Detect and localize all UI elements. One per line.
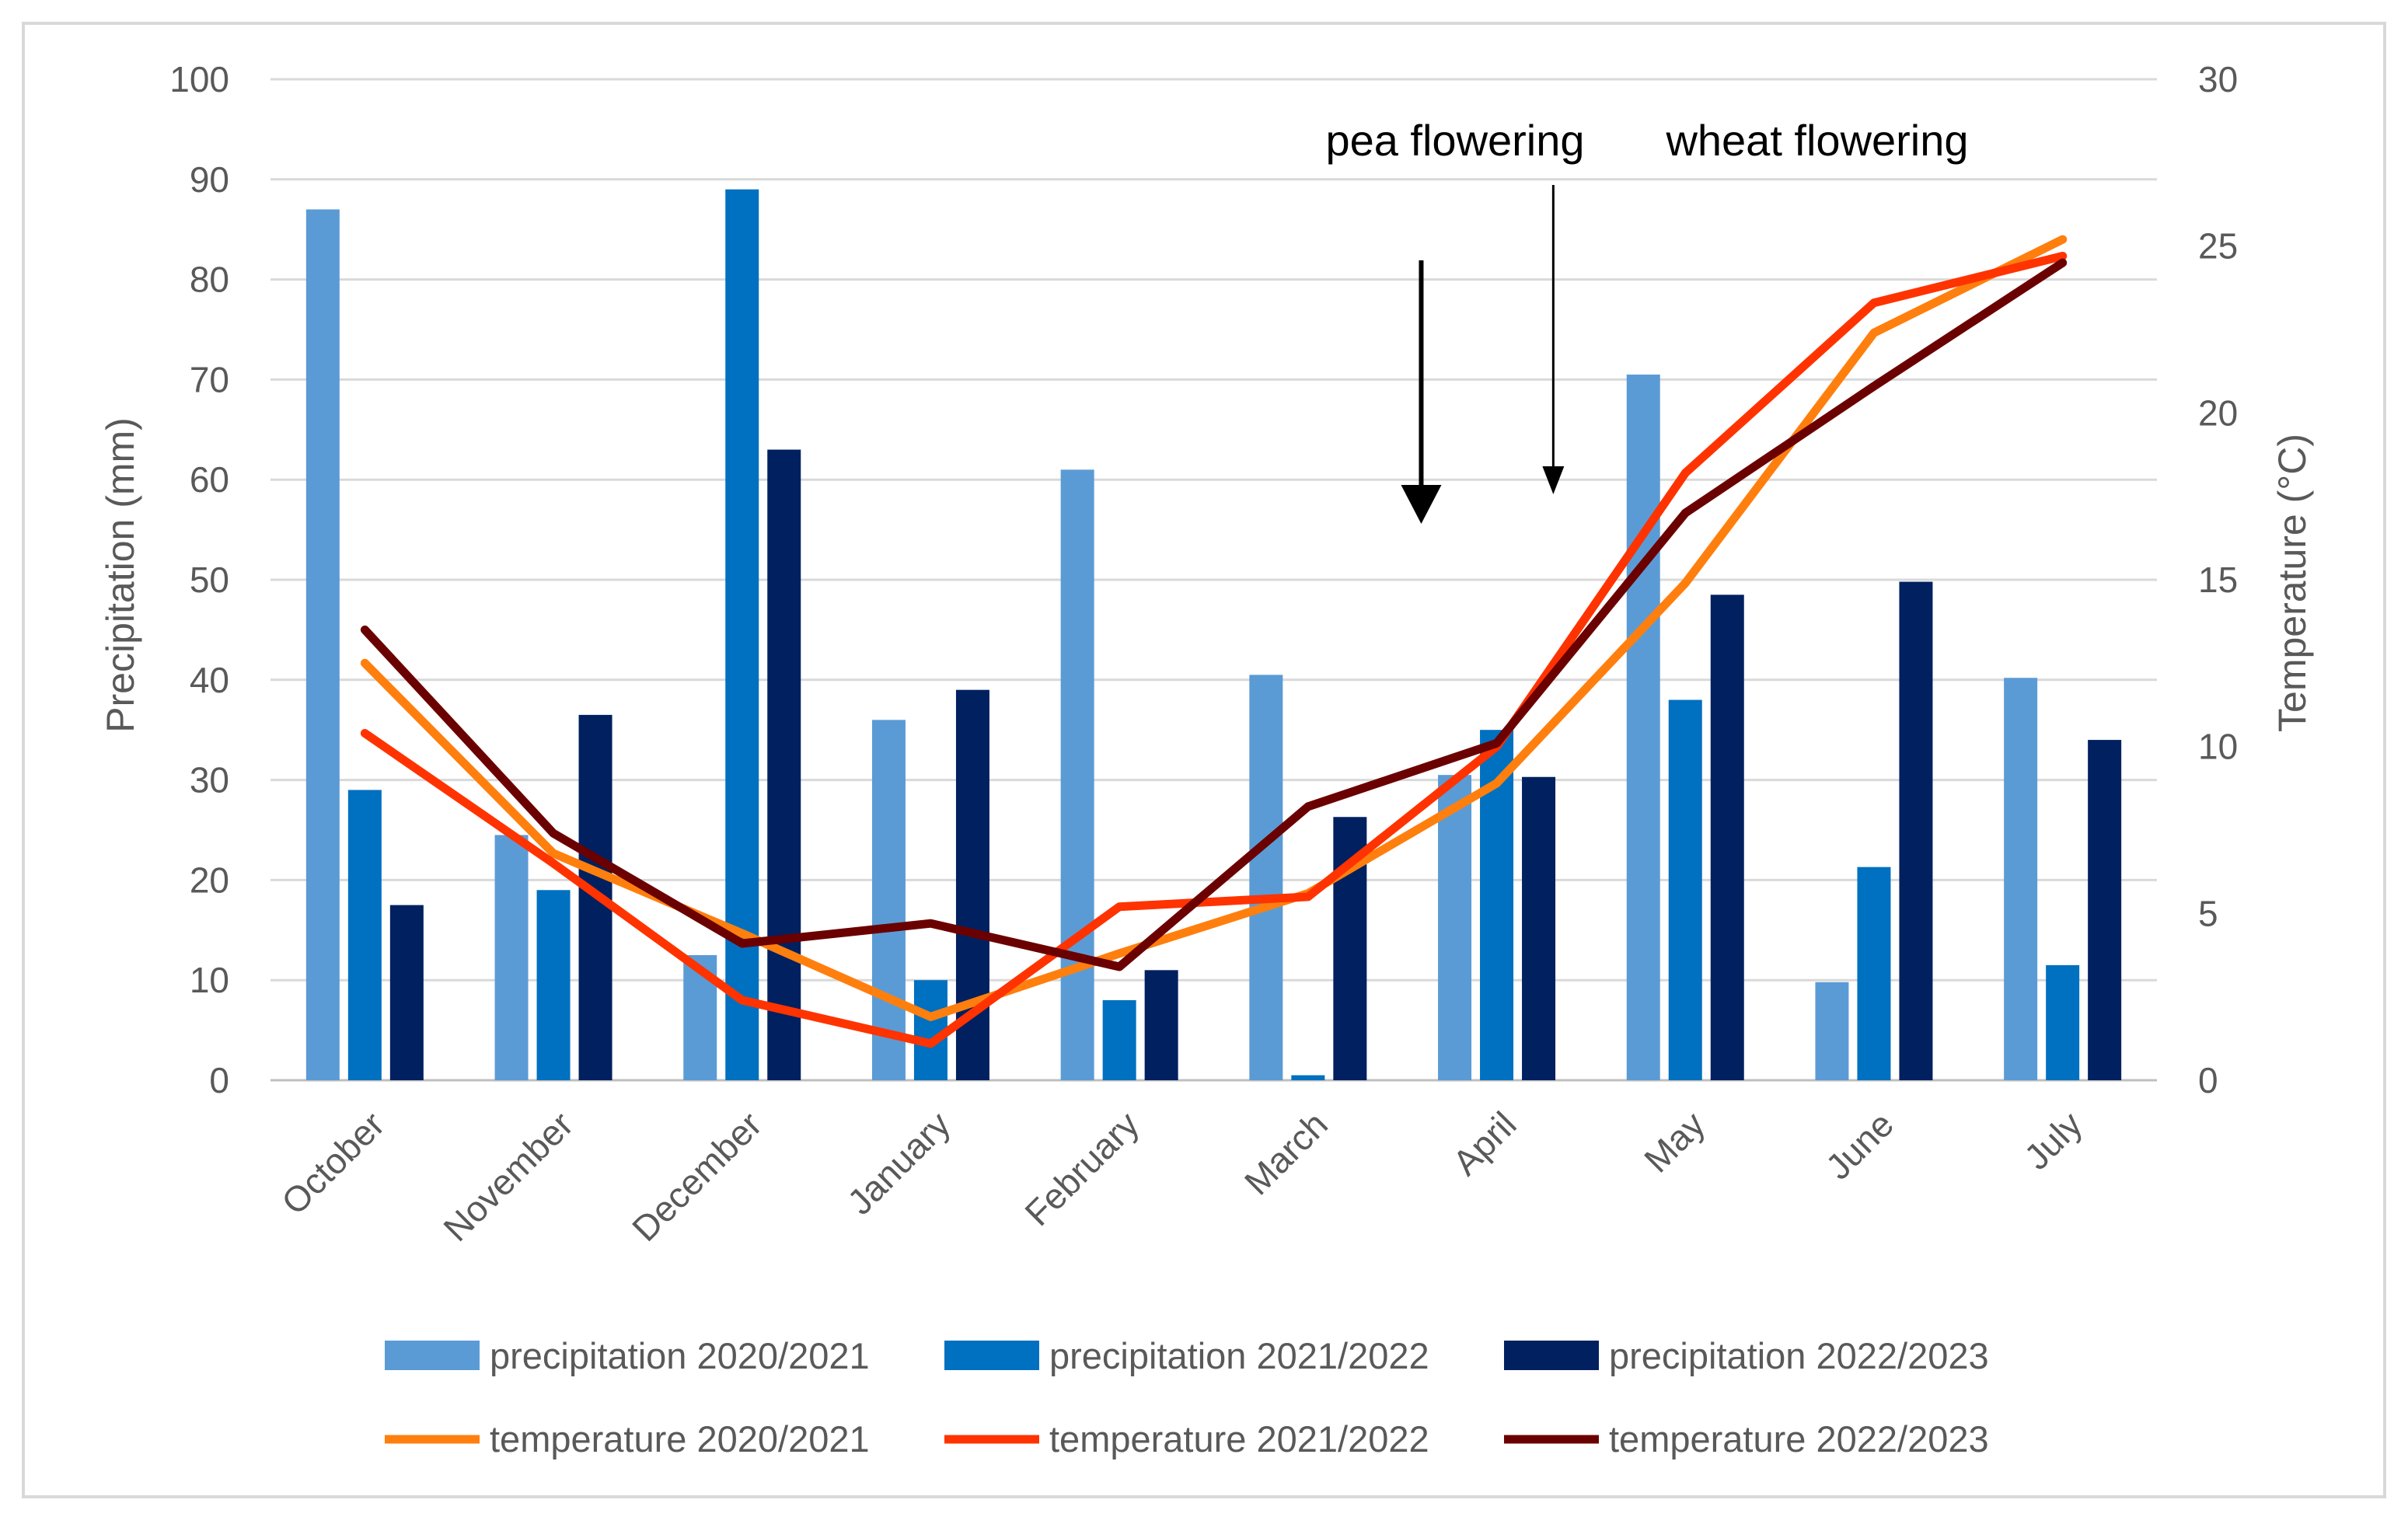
bar-may-s1 <box>1626 374 1660 1081</box>
bar-march-s1 <box>1249 675 1283 1080</box>
chart-border <box>22 22 2386 1498</box>
legend-label-temp-2: temperature 2021/2022 <box>1049 1418 1429 1459</box>
legend: precipitation 2020/2021 precipitation 202… <box>385 1335 1989 1459</box>
bar-february-s3 <box>1144 970 1178 1080</box>
bar-june-s3 <box>1899 581 1933 1080</box>
temperature-line-3 <box>360 258 2068 971</box>
temperature-lines <box>360 235 2068 1048</box>
bar-may-s3 <box>1710 595 1744 1080</box>
left-tick-label: 10 <box>190 960 229 1000</box>
bar-april-s1 <box>1438 775 1472 1080</box>
right-tick-label: 30 <box>2198 59 2238 99</box>
bar-june-s2 <box>1857 867 1891 1080</box>
bar-march-s2 <box>1291 1075 1325 1080</box>
left-tick-label: 80 <box>190 260 229 300</box>
bar-february-s1 <box>1060 469 1094 1080</box>
bar-july-s1 <box>2004 678 2038 1080</box>
left-tick-label: 0 <box>209 1060 229 1100</box>
bar-october-s1 <box>305 209 340 1081</box>
bar-july-s3 <box>2088 740 2122 1080</box>
left-tick-label: 40 <box>190 660 229 700</box>
temperature-line-2 <box>360 252 2068 1048</box>
right-tick-label: 20 <box>2198 392 2238 433</box>
left-tick-label: 90 <box>190 159 229 200</box>
legend-swatch-precip-1 <box>385 1341 480 1370</box>
bar-april-s3 <box>1522 776 1556 1080</box>
left-tick-label: 60 <box>190 459 229 500</box>
bar-november-s2 <box>536 890 571 1080</box>
pea-flowering-label: pea flowering <box>1325 116 1584 165</box>
annotations: pea flowering wheat flowering <box>1325 116 1969 524</box>
bar-february-s2 <box>1102 999 1136 1080</box>
y-left-title: Precipitation (mm) <box>99 417 142 733</box>
left-axis-ticks: 0 10 20 30 40 50 60 70 80 90 100 <box>169 59 229 1100</box>
left-tick-label: 30 <box>190 760 229 800</box>
legend-swatch-precip-3 <box>1504 1341 1599 1370</box>
pea-flowering-arrowhead <box>1401 485 1442 524</box>
bar-june-s1 <box>1815 982 1849 1080</box>
bar-may-s2 <box>1668 699 1702 1080</box>
legend-label-precip-3: precipitation 2022/2023 <box>1609 1335 1989 1376</box>
bar-january-s1 <box>871 720 906 1080</box>
legend-label-temp-3: temperature 2022/2023 <box>1609 1418 1989 1459</box>
right-tick-label: 0 <box>2198 1060 2218 1100</box>
bar-july-s2 <box>2046 964 2080 1080</box>
bars <box>305 189 2122 1081</box>
right-tick-label: 25 <box>2198 226 2238 267</box>
wheat-flowering-arrowhead <box>1542 466 1565 494</box>
right-axis-ticks: 0 5 10 15 20 25 30 <box>2198 59 2238 1100</box>
left-tick-label: 20 <box>190 860 229 900</box>
bar-december-s3 <box>767 449 801 1080</box>
right-tick-label: 5 <box>2198 893 2218 933</box>
bar-november-s1 <box>494 835 529 1080</box>
left-tick-label: 70 <box>190 359 229 399</box>
right-tick-label: 10 <box>2198 727 2238 767</box>
y-right-title: Temperature (°C) <box>2270 434 2314 732</box>
legend-label-precip-2: precipitation 2021/2022 <box>1049 1335 1429 1376</box>
bar-october-s2 <box>347 790 382 1080</box>
legend-label-temp-1: temperature 2020/2021 <box>490 1418 870 1459</box>
bar-october-s3 <box>389 905 424 1080</box>
left-tick-label: 100 <box>169 59 229 99</box>
legend-swatch-precip-2 <box>944 1341 1039 1370</box>
wheat-flowering-label: wheat flowering <box>1665 116 1968 165</box>
left-tick-label: 50 <box>190 560 229 600</box>
legend-label-precip-1: precipitation 2020/2021 <box>490 1335 870 1376</box>
right-tick-label: 15 <box>2198 560 2238 600</box>
temperature-line-1 <box>360 235 2068 1021</box>
